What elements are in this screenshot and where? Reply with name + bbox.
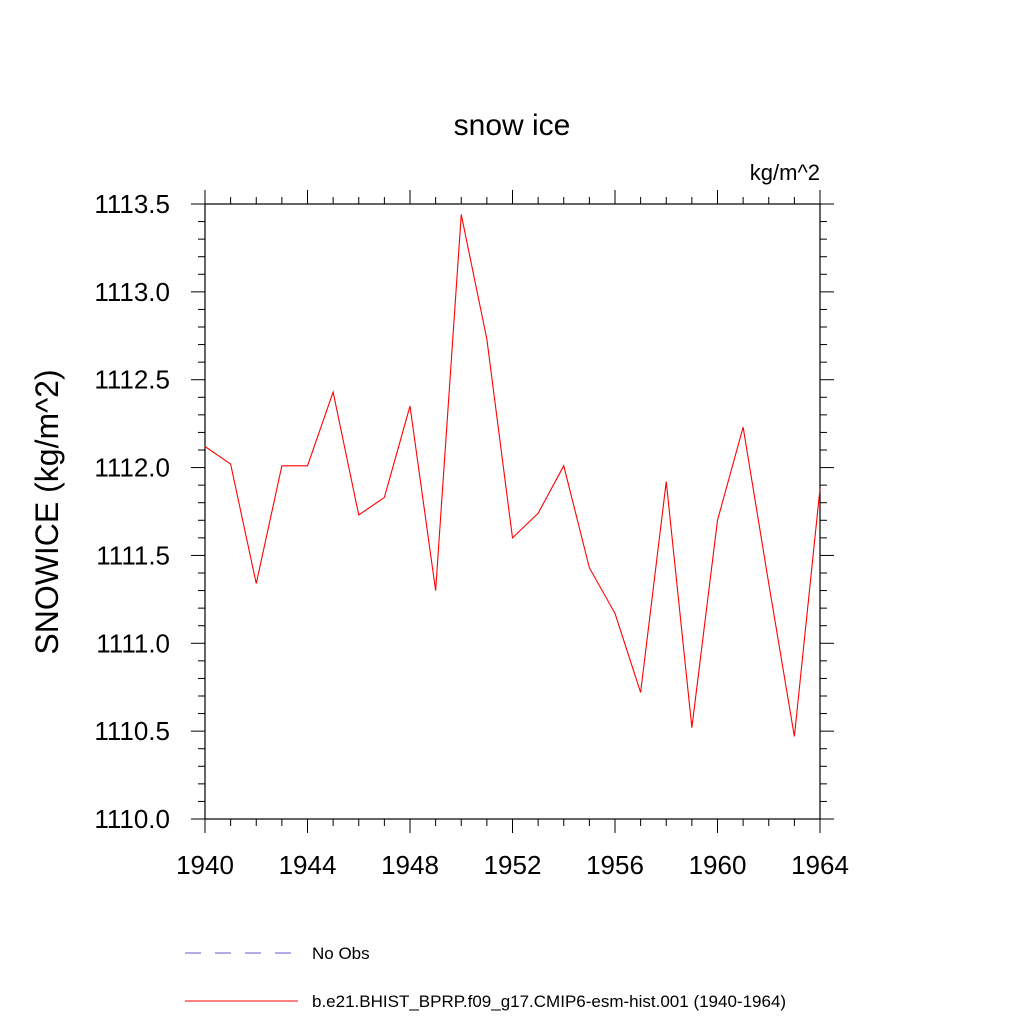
x-tick-label: 1952 [484,850,542,880]
axis-tick-labels: 1940 1944 1948 1952 1956 1960 1964 1110.0 1110.5… [94,189,849,880]
plot-frame [204,203,821,820]
legend-label: No Obs [312,944,370,963]
x-tick-label: 1948 [381,850,439,880]
series-line-1 [204,214,821,737]
y-tick-label: 1111.5 [96,540,170,570]
y-axis-label: SNOWICE (kg/m^2) [29,369,65,654]
legend: No Obs b.e21.BHIST_BPRP.f09_g17.CMIP6-esm… [185,944,786,1011]
y-tick-label: 1112.5 [94,365,170,395]
series-layer [204,214,821,737]
x-tick-label: 1940 [176,850,234,880]
y-tick-label: 1110.5 [94,716,170,746]
x-tick-label: 1964 [791,850,849,880]
y-tick-label: 1112.0 [94,453,170,483]
units-label: kg/m^2 [750,160,820,185]
y-tick-label: 1110.0 [94,804,170,834]
x-tick-label: 1956 [586,850,644,880]
x-tick-label: 1960 [689,850,747,880]
y-tick-label: 1111.0 [96,628,170,658]
legend-label: b.e21.BHIST_BPRP.f09_g17.CMIP6-esm-hist.… [312,992,786,1011]
y-tick-label: 1113.5 [94,189,170,219]
x-tick-label: 1944 [279,850,337,880]
axis-ticks [191,190,834,833]
chart-title: snow ice [454,109,571,142]
y-tick-label: 1113.0 [94,277,170,307]
